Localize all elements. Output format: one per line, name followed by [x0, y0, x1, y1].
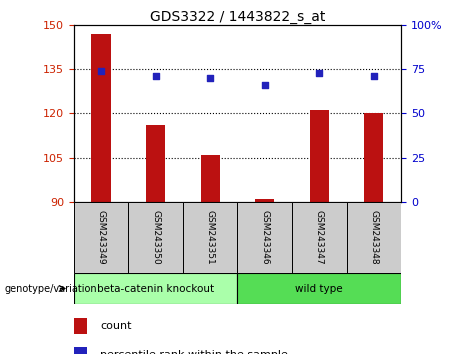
Bar — [310, 110, 329, 202]
Point — [261, 82, 268, 88]
Bar — [74, 273, 237, 304]
Point — [370, 73, 378, 79]
Bar — [237, 202, 292, 273]
Text: GSM243350: GSM243350 — [151, 210, 160, 264]
Bar — [347, 202, 401, 273]
Point — [315, 70, 323, 75]
Text: GSM243347: GSM243347 — [315, 210, 324, 264]
Bar — [74, 318, 87, 334]
Text: GSM243346: GSM243346 — [260, 210, 269, 264]
Text: percentile rank within the sample: percentile rank within the sample — [100, 349, 288, 354]
Bar — [128, 202, 183, 273]
Point — [97, 68, 105, 74]
Bar — [292, 202, 347, 273]
Text: GSM243351: GSM243351 — [206, 210, 215, 264]
Bar — [91, 34, 111, 202]
Text: genotype/variation: genotype/variation — [5, 284, 97, 293]
Bar — [74, 202, 128, 273]
Text: count: count — [100, 321, 131, 331]
Title: GDS3322 / 1443822_s_at: GDS3322 / 1443822_s_at — [150, 10, 325, 24]
Point — [152, 73, 159, 79]
Bar — [364, 113, 384, 202]
Text: GSM243349: GSM243349 — [96, 210, 106, 264]
Bar — [74, 347, 87, 354]
Text: wild type: wild type — [296, 284, 343, 293]
Bar — [237, 273, 401, 304]
Text: beta-catenin knockout: beta-catenin knockout — [97, 284, 214, 293]
Text: GSM243348: GSM243348 — [369, 210, 378, 264]
Bar — [146, 125, 165, 202]
Bar — [255, 199, 274, 202]
Bar — [201, 155, 220, 202]
Point — [207, 75, 214, 81]
Bar — [183, 202, 237, 273]
